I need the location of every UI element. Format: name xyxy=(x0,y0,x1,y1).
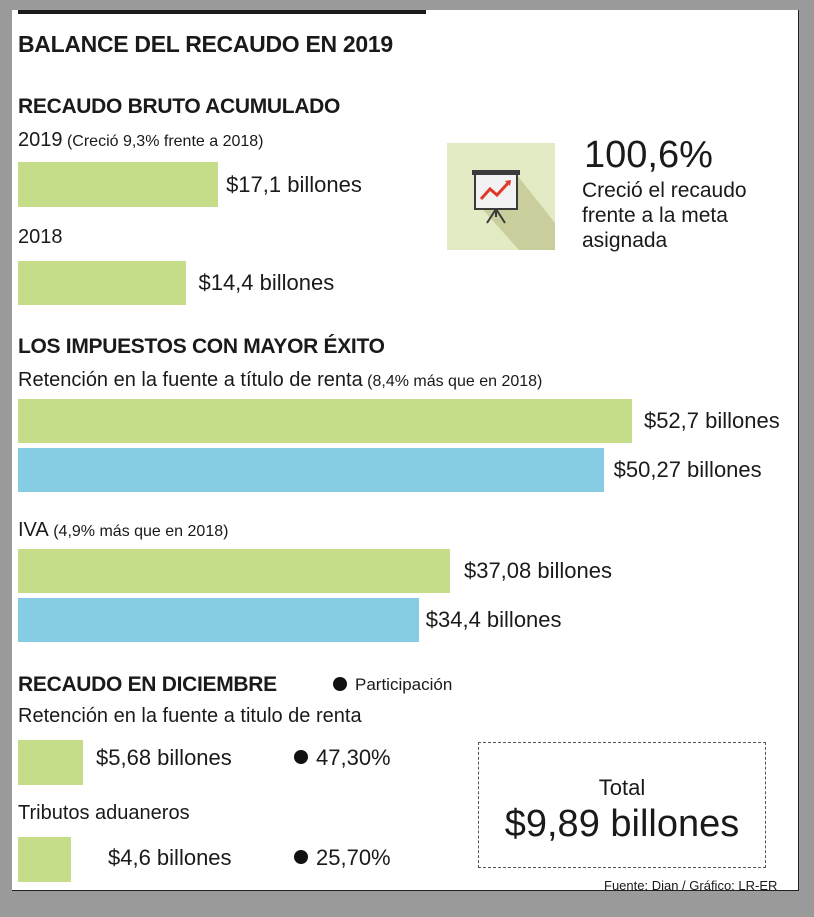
kpi-caption: Creció el recaudo frente a la meta asign… xyxy=(582,178,747,253)
participation-legend: Participación xyxy=(333,675,452,695)
gross-2018-year: 2018 xyxy=(18,226,63,248)
gross-2019-note: (Creció 9,3% frente a 2018) xyxy=(66,133,264,150)
infographic-panel: BALANCE DEL RECAUDO EN 2019 RECAUDO BRUT… xyxy=(12,10,799,893)
tax-bar-iva-2019-label: $37,08 billones xyxy=(463,558,612,583)
gross-2019-year: 2019 xyxy=(18,129,63,151)
december-item-0-share-value: 47,30% xyxy=(316,745,391,770)
taxes-heading: LOS IMPUESTOS CON MAYOR ÉXITO xyxy=(18,335,385,358)
page-title: BALANCE DEL RECAUDO EN 2019 xyxy=(18,31,393,57)
kpi-tile xyxy=(447,143,555,250)
source-note: Fuente: Dian / Gráfico: LR-ER xyxy=(604,878,778,893)
total-label: Total xyxy=(598,775,646,800)
tax-bar-iva-2018 xyxy=(18,598,419,642)
share-dot-icon xyxy=(294,850,308,865)
total-value: $9,89 billones xyxy=(504,803,740,845)
tax-bar-iva-2018-label: $34,4 billones xyxy=(425,607,562,632)
tax-bar-retencion-2019-label: $52,7 billones xyxy=(643,408,780,433)
gross-2019-caption: 2019 (Creció 9,3% frente a 2018) xyxy=(18,129,264,152)
december-heading: RECAUDO EN DICIEMBRE xyxy=(18,673,277,696)
tax-bar-iva-2019 xyxy=(18,549,450,593)
december-item-0-label: $5,68 billones xyxy=(96,745,232,770)
tax-group-0-name: Retención en la fuente a título de renta xyxy=(18,369,363,391)
tax-group-1-note: (4,9% más que en 2018) xyxy=(53,523,229,540)
december-item-1-label: $4,6 billones xyxy=(108,845,232,870)
tax-bar-retencion-2018 xyxy=(18,448,604,492)
presentation-chart-icon xyxy=(472,170,555,250)
tax-bar-retencion-2019 xyxy=(18,399,632,443)
december-item-1-name: Tributos aduaneros xyxy=(18,802,190,824)
gross-bar-2018-label: $14,4 billones xyxy=(198,270,335,295)
legend-dot-icon xyxy=(333,676,347,691)
tax-group-0-note: (8,4% más que en 2018) xyxy=(367,373,543,390)
tax-bar-retencion-2018-label: $50,27 billones xyxy=(613,457,762,482)
kpi-value: 100,6% xyxy=(584,134,713,176)
kpi-caption-line1: Creció el recaudo xyxy=(582,179,747,202)
tax-group-1-name: IVA xyxy=(18,519,49,541)
participation-legend-label: Participación xyxy=(355,675,453,694)
gross-bar-2019 xyxy=(18,162,219,207)
gross-bar-2018 xyxy=(18,261,187,305)
tax-group-1-caption: IVA (4,9% más que en 2018) xyxy=(18,519,228,542)
december-item-0-name: Retención en la fuente a titulo de renta xyxy=(18,705,362,727)
share-dot-icon xyxy=(294,750,308,765)
tax-group-0-caption: Retención en la fuente a título de renta… xyxy=(18,369,542,392)
december-bar-retencion xyxy=(18,740,84,785)
top-rule xyxy=(18,10,426,14)
kpi-caption-line3: asignada xyxy=(582,229,668,252)
gross-bar-2019-label: $17,1 billones xyxy=(226,171,362,197)
december-item-1-share: 25,70% xyxy=(294,845,391,871)
total-box: Total $9,89 billones xyxy=(478,742,766,868)
gross-heading: RECAUDO BRUTO ACUMULADO xyxy=(18,95,341,118)
kpi-caption-line2: frente a la meta xyxy=(582,204,728,227)
december-item-0-share: 47,30% xyxy=(294,745,391,771)
december-item-1-share-value: 25,70% xyxy=(316,845,391,870)
december-bar-aduaneros xyxy=(18,837,71,882)
